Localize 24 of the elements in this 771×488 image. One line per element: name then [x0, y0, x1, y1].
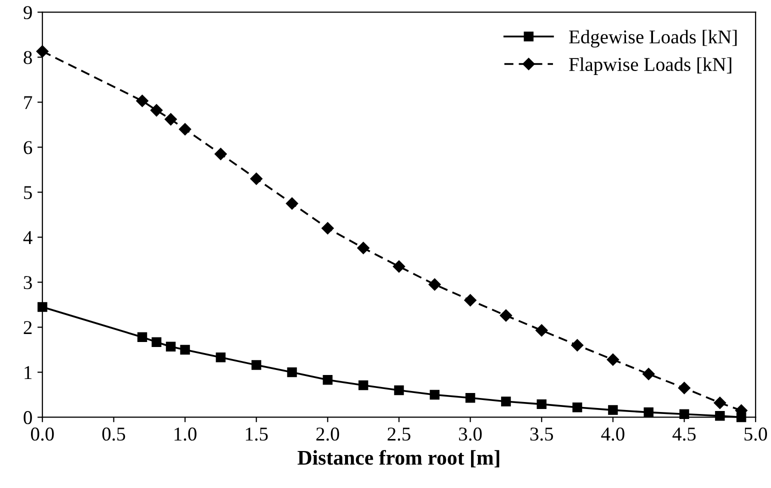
x-tick-label: 0.0: [30, 428, 54, 441]
y-tick-label: 0: [24, 411, 32, 424]
x-tick-label: 4.0: [601, 428, 624, 441]
y-tick-label: 7: [24, 96, 32, 109]
x-tick-label: 1.5: [246, 428, 268, 441]
y-tick-label: 8: [24, 51, 32, 64]
y-tick-label: 3: [24, 276, 32, 290]
x-tick-label: 5.0: [744, 428, 767, 441]
y-tick-label: 5: [24, 186, 32, 200]
x-tick-label: 3.0: [459, 428, 482, 441]
y-tick-label: 2: [24, 321, 32, 334]
y-tick-label: 1: [24, 366, 32, 379]
y-tick-label: 6: [24, 141, 32, 154]
x-tick-label: 0.5: [102, 428, 126, 441]
x-tick-label: 1.0: [174, 428, 196, 441]
x-axis-title: Distance from root [m]: [298, 450, 500, 468]
legend-label: Edgewise Loads [kN]: [569, 30, 737, 48]
x-tick-label: 2.0: [316, 428, 340, 441]
x-tick-label: 4.5: [672, 428, 696, 441]
x-tick-label: 2.5: [388, 428, 410, 441]
legend-label: Flapwise Loads [kN]: [569, 57, 732, 75]
y-tick-label: 9: [24, 6, 32, 20]
y-tick-label: 4: [23, 231, 32, 244]
x-tick-label: 3.5: [530, 428, 554, 441]
